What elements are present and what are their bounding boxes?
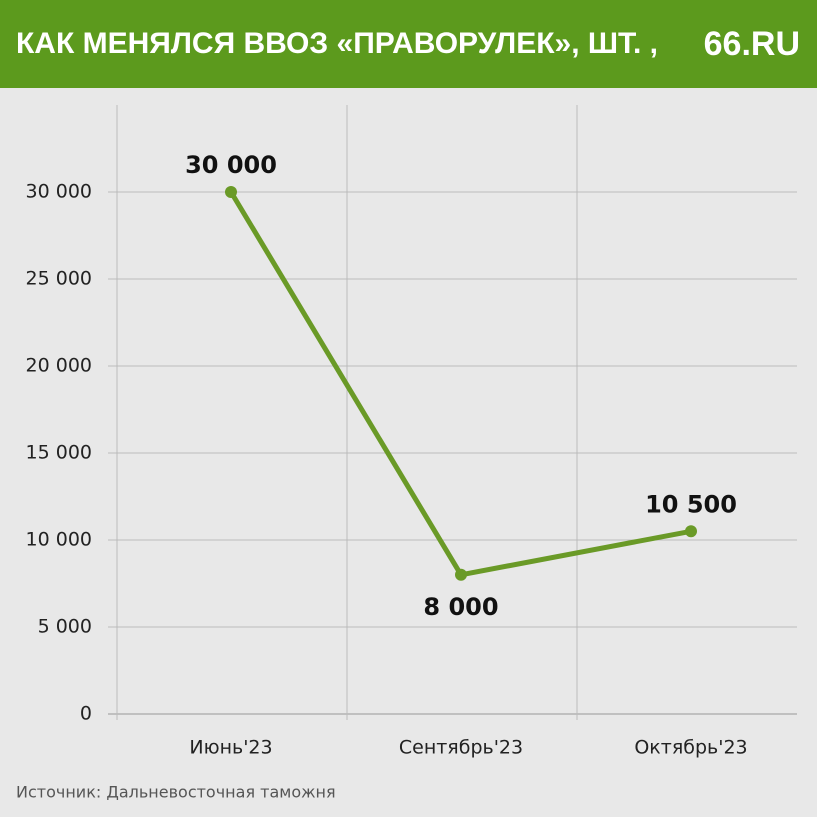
x-tick-label: Октябрь'23 xyxy=(634,737,747,759)
x-tick-label: Июнь'23 xyxy=(189,737,272,759)
data-label: 8 000 xyxy=(423,593,498,621)
data-label: 30 000 xyxy=(185,151,277,179)
y-tick-label: 15 000 xyxy=(26,442,92,464)
header-bar xyxy=(0,0,817,88)
logo: 66.RU xyxy=(704,25,800,63)
data-point xyxy=(455,568,467,581)
y-tick-label: 20 000 xyxy=(26,355,92,377)
data-point xyxy=(225,186,237,198)
y-tick-label: 10 000 xyxy=(26,529,92,551)
x-tick-label: Сентябрь'23 xyxy=(399,737,523,759)
source: Источник: Дальневосточная таможня xyxy=(16,783,336,802)
y-tick-label: 30 000 xyxy=(26,181,92,203)
data-label: 10 500 xyxy=(645,490,737,518)
y-tick-label: 5 000 xyxy=(38,616,92,638)
y-tick-label: 0 xyxy=(80,703,92,725)
data-point xyxy=(685,525,697,538)
chart-title: КАК МЕНЯЛСЯ ВВОЗ «ПРАВОРУЛЕК», ШТ. , xyxy=(16,27,658,60)
y-tick-label: 25 000 xyxy=(26,268,92,290)
